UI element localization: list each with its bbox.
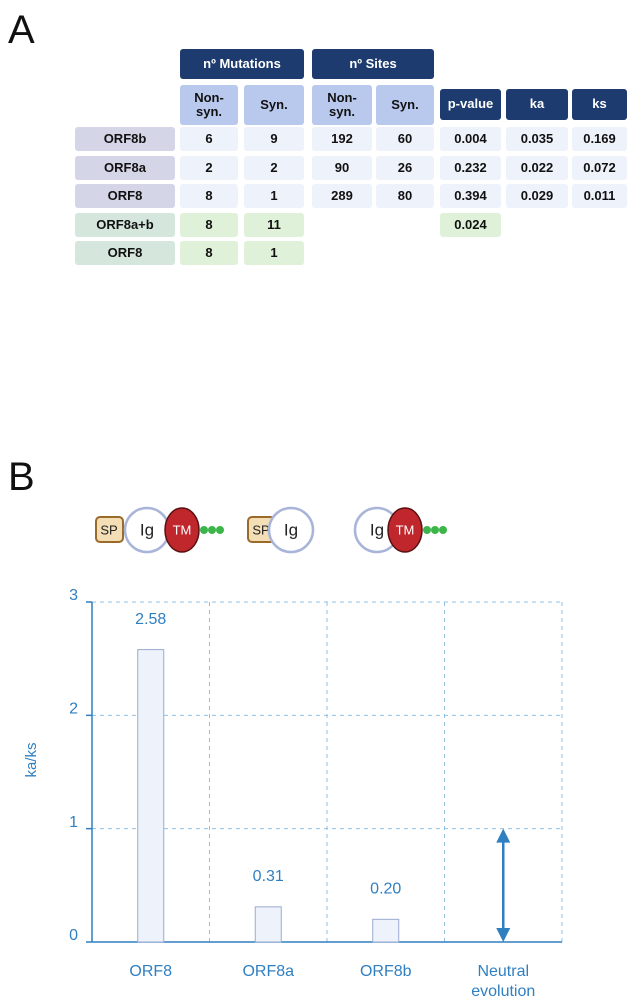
domain-label: Ig	[370, 520, 384, 539]
y-tick-label: 1	[69, 814, 78, 831]
data-label: 0.20	[370, 881, 401, 898]
x-tick-label: ORF8a	[242, 963, 294, 980]
domain-label: SP	[100, 522, 117, 537]
dot	[439, 526, 447, 534]
dot	[208, 526, 216, 534]
data-label: 0.31	[253, 868, 284, 885]
page: A B nº Mutationsnº SitesNon-syn.Syn.Non-…	[0, 0, 627, 1002]
domain-label: Ig	[140, 520, 154, 539]
domain-label: TM	[396, 522, 415, 537]
dot	[423, 526, 431, 534]
bar	[255, 907, 281, 942]
x-tick-label: ORF8	[129, 963, 172, 980]
y-tick-label: 0	[69, 927, 78, 944]
dot	[431, 526, 439, 534]
domain-label: TM	[173, 522, 192, 537]
y-tick-label: 2	[69, 701, 78, 718]
dot	[216, 526, 224, 534]
chart: SP Ig TM SP Ig Ig TM 0 1 2 3 ka/ks ORF8 2.58 ORF8a 0.31…	[0, 0, 627, 1002]
bar	[373, 919, 399, 942]
y-axis-label: ka/ks	[23, 742, 40, 777]
data-label: 2.58	[135, 611, 166, 628]
y-tick-label: 3	[69, 587, 78, 604]
domain-label: SP	[252, 522, 269, 537]
dot	[200, 526, 208, 534]
x-tick-label: ORF8b	[360, 963, 412, 980]
bar	[138, 650, 164, 942]
domain-label: Ig	[284, 520, 298, 539]
